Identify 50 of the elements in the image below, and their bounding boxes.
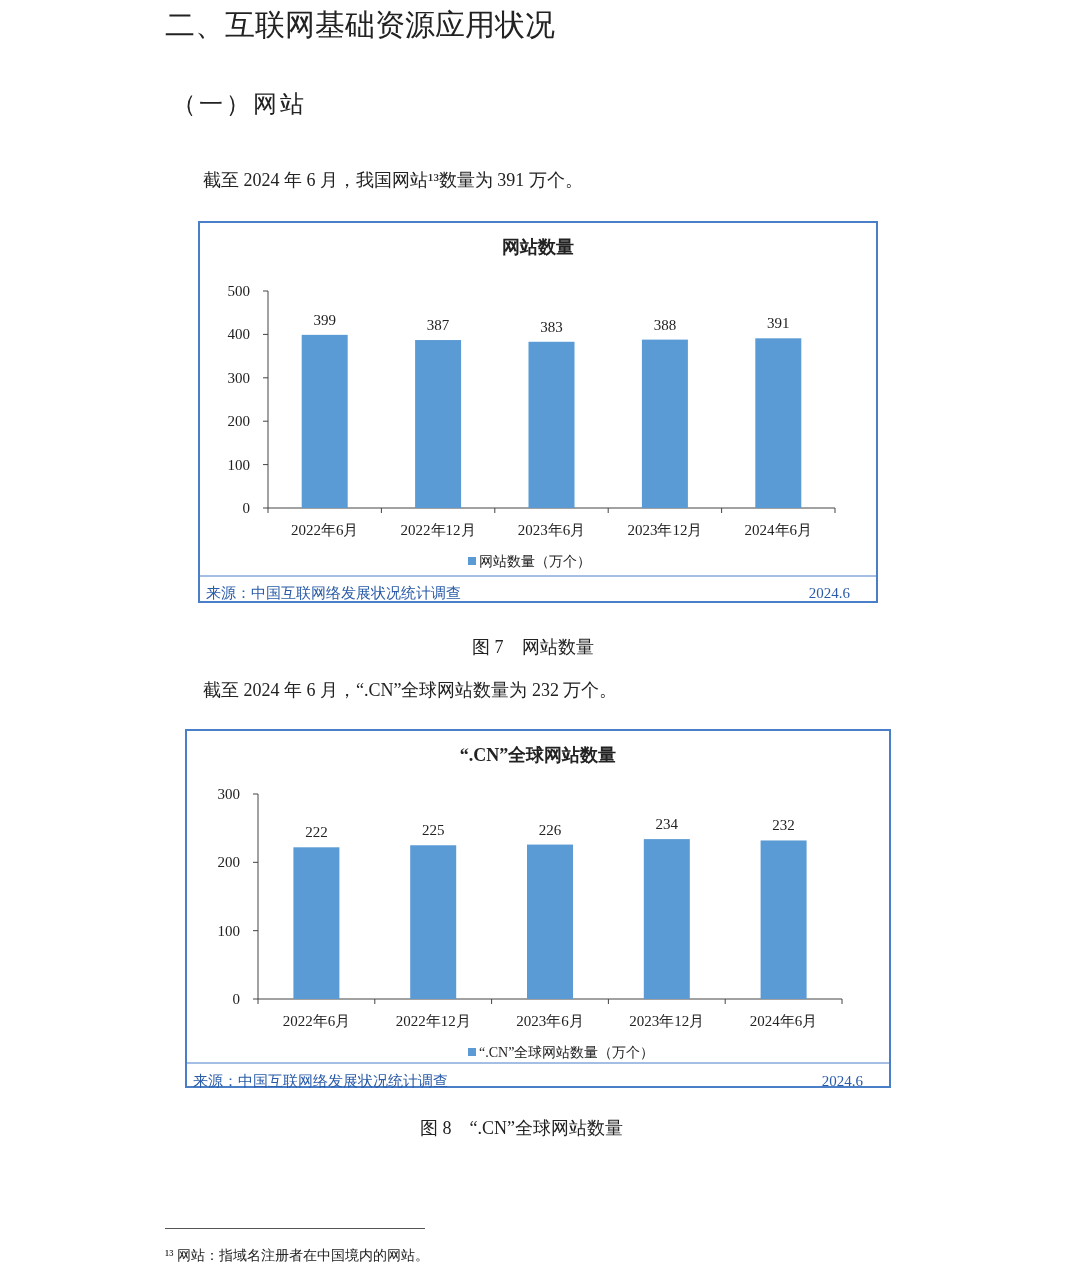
y-tick-label: 0 <box>242 500 250 516</box>
data-label: 234 <box>655 816 679 833</box>
chart-title: “.CN”全球网站数量 <box>459 745 617 765</box>
x-tick-label: 2024年6月 <box>744 522 813 538</box>
data-label: 226 <box>538 821 562 838</box>
x-tick-label: 2022年12月 <box>400 522 476 538</box>
text: 截至 2024 年 6 月，“.CN”全球网站数量为 232 万个。 <box>203 679 618 702</box>
text: （一）网站 <box>172 90 307 119</box>
bar <box>527 844 573 999</box>
data-label: 232 <box>772 817 795 834</box>
x-tick-label: 2022年6月 <box>290 522 359 538</box>
y-tick-label: 100 <box>227 456 250 473</box>
y-tick-label: 400 <box>227 326 250 343</box>
data-label: 225 <box>421 822 445 839</box>
text: 2024.6 <box>808 585 851 601</box>
x-tick-label: 2024年6月 <box>749 1013 818 1029</box>
y-tick-label: 0 <box>232 991 240 1007</box>
data-label: 399 <box>313 311 336 328</box>
source-note: 来源：中国互联网络发展状况统计调查 <box>193 1073 448 1089</box>
y-tick-label: 200 <box>217 854 240 871</box>
x-tick-label: 2023年12月 <box>629 1013 705 1029</box>
chart-title: 网站数量 <box>502 237 574 257</box>
y-tick-label: 200 <box>227 413 250 430</box>
bar <box>293 847 340 999</box>
bar <box>643 839 690 999</box>
source-note: 来源：中国互联网络发展状况统计调查 <box>206 585 461 601</box>
x-tick-label: 2023年12月 <box>627 522 703 538</box>
x-tick-label: 2023年6月 <box>516 1013 584 1029</box>
caption: 图 7 网站数量 <box>472 636 594 659</box>
data-label: 391 <box>767 315 790 332</box>
legend-label: 网站数量（万个） <box>479 554 591 569</box>
y-tick-label: 300 <box>227 369 250 386</box>
legend-label: “.CN”全球网站数量（万个） <box>479 1045 655 1060</box>
data-label: 222 <box>305 824 328 841</box>
text: 二、互联网基础资源应用状况 <box>165 7 555 43</box>
bar <box>410 845 457 999</box>
text: ¹³ 网站：指域名注册者在中国境内的网站。 <box>165 1247 429 1265</box>
text: 2024.6 <box>821 1073 864 1089</box>
y-tick-label: 100 <box>217 922 240 939</box>
bar <box>760 840 807 999</box>
text: 截至 2024 年 6 月，我国网站¹³数量为 391 万个。 <box>203 169 583 192</box>
y-tick-label: 500 <box>227 283 250 299</box>
x-tick-label: 2022年12月 <box>395 1013 471 1029</box>
x-tick-label: 2022年6月 <box>282 1013 351 1029</box>
caption: 图 8 “.CN”全球网站数量 <box>420 1117 623 1140</box>
data-label: 387 <box>426 317 450 334</box>
data-label: 388 <box>653 316 677 333</box>
x-tick-label: 2023年6月 <box>517 522 586 538</box>
data-label: 383 <box>540 318 563 335</box>
y-tick-label: 300 <box>217 786 240 802</box>
